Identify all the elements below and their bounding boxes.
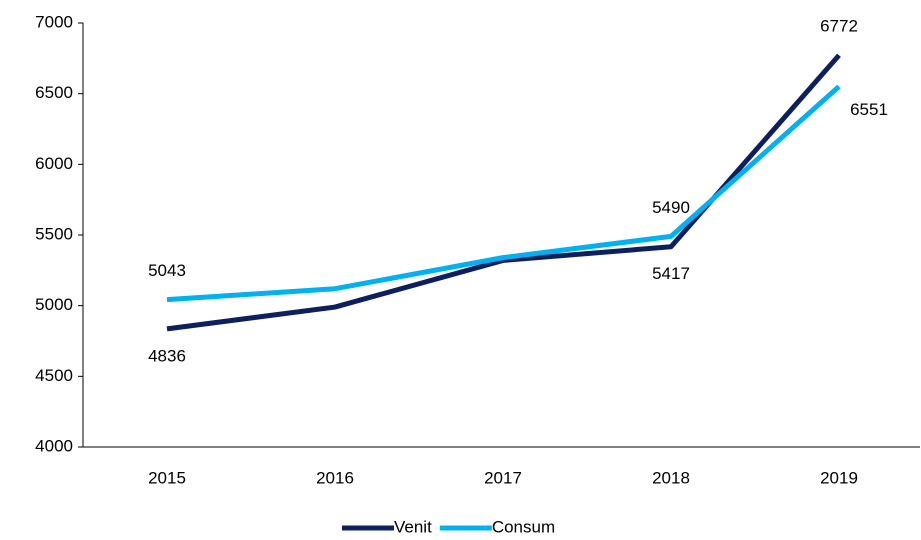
x-tick-label: 2017 [484, 468, 522, 487]
y-tick-label: 5000 [35, 295, 73, 314]
legend-label: Consum [492, 517, 555, 536]
y-tick-label: 7000 [35, 12, 73, 31]
y-tick-label: 5500 [35, 224, 73, 243]
y-tick-label: 6000 [35, 154, 73, 173]
data-label: 5043 [148, 261, 186, 280]
legend-label: Venit [394, 517, 432, 536]
series-line [166, 53, 841, 332]
series-line [166, 84, 841, 303]
data-label: 5490 [652, 198, 690, 217]
x-tick-label: 2016 [316, 468, 354, 487]
data-label: 6551 [850, 100, 888, 119]
data-label: 5417 [652, 264, 690, 283]
y-tick-label: 6500 [35, 83, 73, 102]
data-label: 6772 [820, 17, 858, 36]
data-label: 4836 [148, 346, 186, 365]
x-tick-label: 2018 [652, 468, 690, 487]
y-tick-label: 4500 [35, 366, 73, 385]
y-tick-label: 4000 [35, 436, 73, 455]
x-tick-label: 2019 [820, 468, 858, 487]
x-tick-label: 2015 [148, 468, 186, 487]
